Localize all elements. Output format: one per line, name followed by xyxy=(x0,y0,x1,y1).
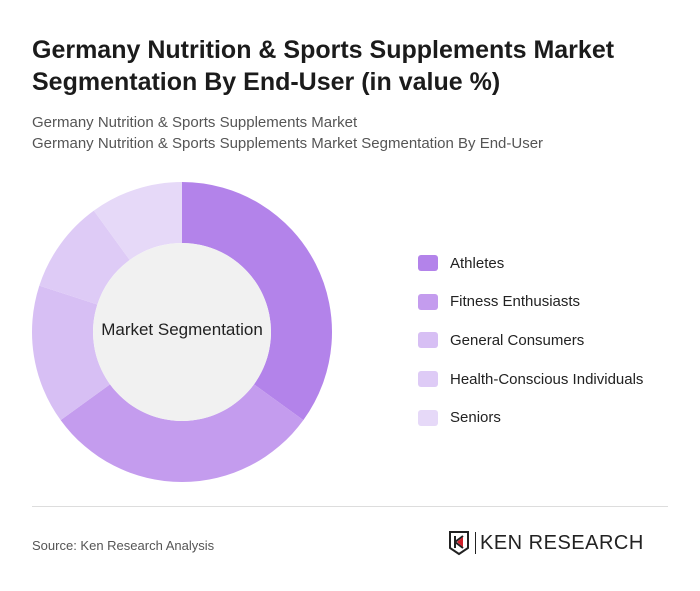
legend-label: Seniors xyxy=(450,409,501,427)
legend-label: Athletes xyxy=(450,254,505,272)
center-label: Market Segmentation xyxy=(101,320,263,339)
legend-item: Seniors xyxy=(418,398,643,437)
legend-item: Health-Conscious Individuals xyxy=(418,360,643,399)
subtitle-1: Germany Nutrition & Sports Supplements M… xyxy=(32,114,358,131)
logo-shield-icon xyxy=(449,531,469,556)
legend-label: Fitness Enthusiasts xyxy=(450,293,581,311)
divider xyxy=(32,506,668,507)
subtitle-2: Germany Nutrition & Sports Supplements M… xyxy=(32,135,544,152)
slice-fitness-enthusiasts xyxy=(60,384,304,482)
legend-swatch xyxy=(418,409,438,426)
legend: Athletes Fitness Enthusiasts General Consu… xyxy=(418,244,643,437)
legend-label: General Consumers xyxy=(450,331,585,349)
ken-research-logo: KEN RESEARCH xyxy=(448,530,644,556)
slice-health-conscious-individuals xyxy=(39,210,130,305)
legend-item: General Consumers xyxy=(418,321,643,360)
slice-athletes xyxy=(182,182,332,421)
legend-swatch xyxy=(418,293,438,310)
source-note: Source: Ken Research Analysis xyxy=(32,538,215,553)
legend-swatch xyxy=(418,332,438,349)
slice-seniors xyxy=(93,182,182,260)
donut-hole xyxy=(93,243,271,421)
donut-chart xyxy=(32,182,332,482)
legend-swatch xyxy=(418,371,438,388)
chart-title: Germany Nutrition & Sports Supplements M… xyxy=(32,36,615,96)
legend-label: Health-Conscious Individuals xyxy=(450,370,644,388)
legend-item: Athletes xyxy=(418,244,643,283)
logo-text: KEN RESEARCH xyxy=(480,531,644,554)
slice-general-consumers xyxy=(32,285,110,421)
legend-item: Fitness Enthusiasts xyxy=(418,283,643,322)
legend-swatch xyxy=(418,255,438,272)
